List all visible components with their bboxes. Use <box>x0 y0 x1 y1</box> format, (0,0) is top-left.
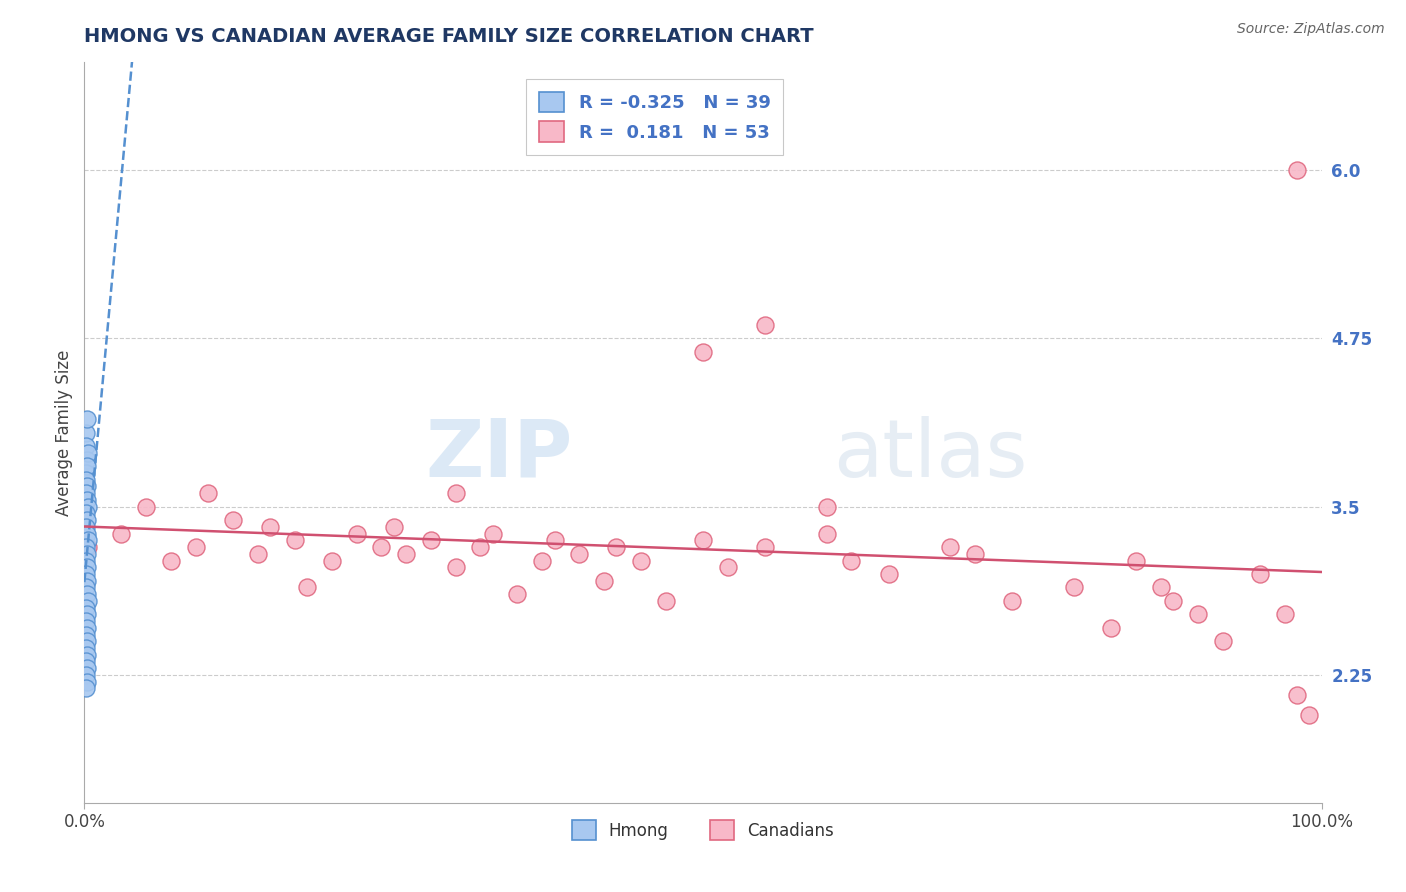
Point <box>222 513 245 527</box>
Point <box>506 587 529 601</box>
Point <box>75 473 97 487</box>
Point <box>1001 594 1024 608</box>
Point <box>1150 581 1173 595</box>
Point <box>481 526 503 541</box>
Point <box>76 479 98 493</box>
Point <box>75 507 97 521</box>
Point <box>1099 621 1122 635</box>
Point <box>246 547 269 561</box>
Point <box>77 500 100 514</box>
Point <box>77 594 100 608</box>
Y-axis label: Average Family Size: Average Family Size <box>55 350 73 516</box>
Point <box>76 452 98 467</box>
Point <box>76 526 98 541</box>
Point <box>568 547 591 561</box>
Point <box>815 526 838 541</box>
Text: HMONG VS CANADIAN AVERAGE FAMILY SIZE CORRELATION CHART: HMONG VS CANADIAN AVERAGE FAMILY SIZE CO… <box>84 27 814 45</box>
Point <box>76 547 98 561</box>
Point <box>75 520 97 534</box>
Point <box>754 540 776 554</box>
Point <box>75 466 97 480</box>
Point <box>76 513 98 527</box>
Point <box>77 533 100 548</box>
Text: Source: ZipAtlas.com: Source: ZipAtlas.com <box>1237 22 1385 37</box>
Point <box>76 661 98 675</box>
Point <box>444 560 467 574</box>
Point <box>75 425 97 440</box>
Point <box>259 520 281 534</box>
Point <box>1298 708 1320 723</box>
Point <box>655 594 678 608</box>
Point <box>135 500 157 514</box>
Point <box>76 674 98 689</box>
Point <box>284 533 307 548</box>
Point <box>75 553 97 567</box>
Point <box>531 553 554 567</box>
Point <box>630 553 652 567</box>
Point <box>605 540 627 554</box>
Point <box>75 614 97 628</box>
Point <box>692 533 714 548</box>
Point <box>75 540 97 554</box>
Point <box>110 526 132 541</box>
Point <box>76 574 98 588</box>
Point <box>419 533 441 548</box>
Point <box>1125 553 1147 567</box>
Point <box>77 540 100 554</box>
Point <box>197 486 219 500</box>
Point <box>75 655 97 669</box>
Point <box>370 540 392 554</box>
Point <box>543 533 565 548</box>
Point <box>76 634 98 648</box>
Point <box>75 627 97 641</box>
Point <box>75 640 97 655</box>
Point <box>76 648 98 662</box>
Point <box>395 547 418 561</box>
Point <box>75 486 97 500</box>
Point <box>382 520 405 534</box>
Point <box>295 581 318 595</box>
Text: ZIP: ZIP <box>426 416 574 494</box>
Point <box>1161 594 1184 608</box>
Point <box>77 446 100 460</box>
Point <box>75 581 97 595</box>
Legend: Hmong, Canadians: Hmong, Canadians <box>565 814 841 847</box>
Point <box>184 540 207 554</box>
Point <box>1187 607 1209 622</box>
Point <box>75 668 97 682</box>
Point <box>75 681 97 696</box>
Point <box>76 459 98 474</box>
Point <box>841 553 863 567</box>
Point <box>1285 163 1308 178</box>
Point <box>754 318 776 332</box>
Point <box>470 540 492 554</box>
Point <box>965 547 987 561</box>
Text: atlas: atlas <box>832 416 1028 494</box>
Point <box>75 439 97 453</box>
Point <box>939 540 962 554</box>
Point <box>717 560 740 574</box>
Point <box>76 587 98 601</box>
Point <box>1285 688 1308 702</box>
Point <box>346 526 368 541</box>
Point <box>1212 634 1234 648</box>
Point <box>76 607 98 622</box>
Point <box>1063 581 1085 595</box>
Point <box>75 600 97 615</box>
Point <box>76 560 98 574</box>
Point <box>692 344 714 359</box>
Point <box>160 553 183 567</box>
Point <box>76 621 98 635</box>
Point <box>75 566 97 581</box>
Point <box>877 566 900 581</box>
Point <box>321 553 343 567</box>
Point <box>815 500 838 514</box>
Point <box>444 486 467 500</box>
Point <box>76 412 98 426</box>
Point <box>593 574 616 588</box>
Point <box>1274 607 1296 622</box>
Point <box>1249 566 1271 581</box>
Point <box>76 492 98 507</box>
